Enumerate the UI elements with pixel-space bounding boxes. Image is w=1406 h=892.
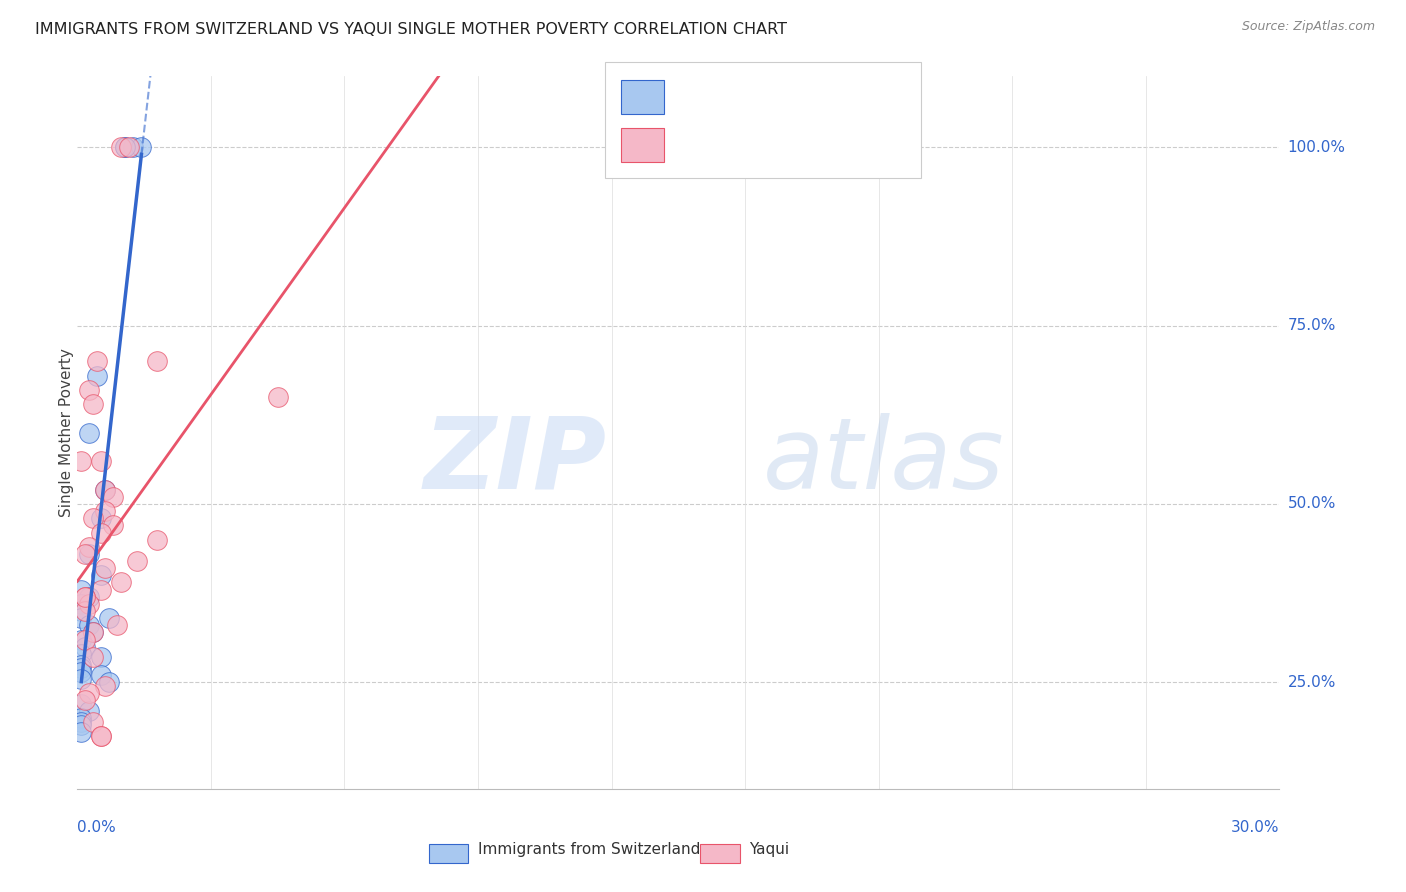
Point <box>98 611 121 625</box>
Point <box>70 714 93 729</box>
Point <box>70 718 93 732</box>
Point <box>94 561 117 575</box>
Point <box>70 725 93 739</box>
Point <box>70 611 93 625</box>
Text: 50.0%: 50.0% <box>1288 497 1336 511</box>
Point <box>90 454 112 468</box>
Point <box>70 665 93 679</box>
Point <box>103 518 125 533</box>
Text: Immigrants from Switzerland: Immigrants from Switzerland <box>478 842 700 856</box>
Text: ZIP: ZIP <box>423 413 606 509</box>
Text: N =: N = <box>787 90 821 104</box>
Text: Yaqui: Yaqui <box>749 842 790 856</box>
Point <box>70 697 93 711</box>
Text: 100.0%: 100.0% <box>1288 140 1346 154</box>
Point <box>75 590 97 604</box>
Point <box>79 597 101 611</box>
Y-axis label: Single Mother Poverty: Single Mother Poverty <box>59 348 73 517</box>
Point <box>70 632 93 647</box>
Text: atlas: atlas <box>762 413 1004 509</box>
Text: 75.0%: 75.0% <box>1288 318 1336 333</box>
Point <box>70 657 93 672</box>
Point <box>146 354 169 368</box>
Point <box>98 675 121 690</box>
Point <box>114 140 136 154</box>
Point <box>75 547 97 561</box>
Point <box>90 650 112 665</box>
Point <box>131 140 153 154</box>
Point <box>75 693 97 707</box>
Point <box>70 454 93 468</box>
Point <box>86 354 108 368</box>
Text: R =: R = <box>678 138 711 153</box>
Text: Source: ZipAtlas.com: Source: ZipAtlas.com <box>1241 20 1375 33</box>
Point <box>90 729 112 743</box>
Point <box>103 490 125 504</box>
Point <box>127 554 149 568</box>
Point <box>79 704 101 718</box>
Point <box>70 711 93 725</box>
Text: 25.0%: 25.0% <box>1288 675 1336 690</box>
Point <box>70 604 93 618</box>
Point <box>82 625 104 640</box>
Point <box>82 397 104 411</box>
Point <box>94 483 117 497</box>
Point <box>82 650 104 665</box>
Point <box>75 590 97 604</box>
Point <box>75 632 97 647</box>
Text: IMMIGRANTS FROM SWITZERLAND VS YAQUI SINGLE MOTHER POVERTY CORRELATION CHART: IMMIGRANTS FROM SWITZERLAND VS YAQUI SIN… <box>35 22 787 37</box>
Point <box>90 668 112 682</box>
Point <box>90 568 112 582</box>
Point <box>70 597 93 611</box>
Point <box>267 390 290 404</box>
Point <box>90 511 112 525</box>
Point <box>90 582 112 597</box>
Point <box>82 714 104 729</box>
Point <box>79 618 101 632</box>
Text: 30.0%: 30.0% <box>1232 820 1279 835</box>
Point <box>70 647 93 661</box>
Text: 0.348: 0.348 <box>717 136 769 154</box>
Point <box>79 590 101 604</box>
Point <box>118 140 141 154</box>
Point <box>70 661 93 675</box>
Point <box>94 679 117 693</box>
Point <box>79 686 101 700</box>
Point <box>90 525 112 540</box>
Point <box>94 504 117 518</box>
Point <box>79 547 101 561</box>
Point <box>75 640 97 654</box>
Point <box>122 140 145 154</box>
Text: 0.519: 0.519 <box>717 88 769 106</box>
Point <box>146 533 169 547</box>
Point <box>79 540 101 554</box>
Text: 0.0%: 0.0% <box>77 820 117 835</box>
Point <box>86 368 108 383</box>
Point <box>82 625 104 640</box>
Point <box>75 604 97 618</box>
Point <box>90 729 112 743</box>
Point <box>79 425 101 440</box>
Point <box>70 672 93 686</box>
Point <box>110 575 132 590</box>
Text: 14: 14 <box>827 88 849 106</box>
Point <box>114 140 136 154</box>
Point <box>94 483 117 497</box>
Text: N =: N = <box>787 138 821 153</box>
Text: R =: R = <box>678 90 711 104</box>
Point <box>107 618 129 632</box>
Text: 35: 35 <box>827 136 849 154</box>
Point <box>82 511 104 525</box>
Point <box>79 383 101 397</box>
Point <box>70 582 93 597</box>
Point <box>110 140 132 154</box>
